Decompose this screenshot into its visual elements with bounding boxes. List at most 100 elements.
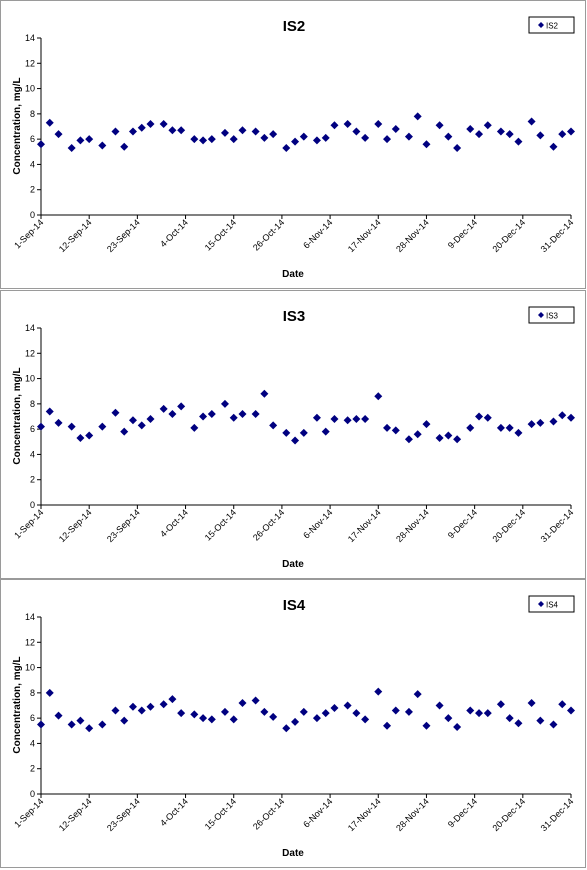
x-tick-label: 4-Oct-14	[158, 217, 190, 249]
data-point	[466, 706, 475, 715]
x-tick-label: 17-Nov-14	[346, 217, 383, 254]
y-axis-label: Concentration, mg/L	[12, 367, 23, 464]
data-point	[190, 135, 199, 144]
data-point	[453, 722, 462, 731]
y-tick-label: 2	[30, 475, 35, 485]
data-point	[207, 135, 216, 144]
data-point	[435, 433, 444, 442]
x-tick-label: 4-Oct-14	[158, 796, 190, 828]
data-point	[207, 409, 216, 418]
data-point	[45, 407, 54, 416]
data-point	[558, 700, 567, 709]
data-point	[549, 417, 558, 426]
data-point	[199, 412, 208, 421]
data-point	[98, 141, 107, 150]
y-tick-label: 0	[30, 210, 35, 220]
data-point	[238, 409, 247, 418]
data-point	[137, 706, 146, 715]
data-point	[37, 720, 45, 729]
data-point	[330, 415, 339, 424]
data-point	[269, 421, 278, 430]
data-point	[229, 135, 238, 144]
chart-panel-is3: IS3 IS3 0 2 4 6 8 10 12 14 1-Sep-14 12-Sep-14 23-Sep…	[0, 290, 586, 579]
x-tick-label: 26-Oct-14	[251, 507, 286, 542]
data-point	[475, 412, 484, 421]
y-tick-label: 6	[30, 134, 35, 144]
data-point	[453, 143, 462, 152]
data-point	[312, 413, 321, 422]
x-tick-label: 31-Dec-14	[539, 507, 576, 544]
data-point	[269, 130, 278, 139]
x-tick-label: 12-Sep-14	[57, 217, 94, 254]
data-point	[76, 136, 85, 145]
chart-panel-is4: IS4 IS4 0 2 4 6 8 10 12 14 1-Sep-14 12-Sep-14 23-Sep…	[0, 579, 586, 868]
data-point	[483, 121, 492, 130]
data-point	[111, 706, 120, 715]
data-point	[291, 436, 300, 445]
y-tick-label: 0	[30, 789, 35, 799]
data-point	[238, 698, 247, 707]
data-point	[282, 724, 291, 733]
data-point	[536, 716, 545, 725]
data-point	[137, 421, 146, 430]
data-point	[413, 112, 422, 121]
data-point	[343, 701, 352, 710]
chart-panel-is2: IS2 IS2 0 2 4 6 8 10 12 14 1-Sep-14 12-Sep-14 23-Sep…	[0, 0, 586, 289]
x-tick-label: 4-Oct-14	[158, 507, 190, 539]
data-point	[220, 707, 229, 716]
x-tick-label: 15-Oct-14	[203, 217, 238, 252]
data-point	[260, 389, 269, 398]
data-point	[159, 119, 168, 128]
data-point	[536, 131, 545, 140]
y-tick-label: 14	[25, 33, 35, 43]
data-point	[321, 709, 330, 718]
data-point	[321, 427, 330, 436]
data-point	[168, 409, 177, 418]
data-point	[496, 127, 505, 136]
data-point	[199, 136, 208, 145]
data-point	[220, 399, 229, 408]
data-point	[514, 137, 523, 146]
x-tick-label: 26-Oct-14	[251, 796, 286, 831]
data-point	[291, 717, 300, 726]
y-tick-label: 12	[25, 637, 35, 647]
data-point	[422, 140, 431, 149]
x-axis-label: Date	[282, 559, 304, 570]
y-tick-label: 12	[25, 58, 35, 68]
y-tick-label: 12	[25, 348, 35, 358]
data-point	[404, 707, 413, 716]
y-tick-label: 2	[30, 764, 35, 774]
data-point	[37, 140, 45, 149]
data-point	[168, 126, 177, 135]
data-point	[282, 428, 291, 437]
data-point	[466, 423, 475, 432]
data-point	[343, 119, 352, 128]
data-point	[505, 130, 514, 139]
data-point	[444, 431, 453, 440]
data-point	[352, 709, 361, 718]
data-point	[536, 418, 545, 427]
data-point	[483, 413, 492, 422]
data-point	[299, 132, 308, 141]
x-tick-label: 20-Dec-14	[490, 507, 527, 544]
x-tick-label: 1-Sep-14	[12, 796, 45, 829]
legend-box	[528, 306, 575, 324]
legend-label: IS4	[546, 601, 559, 610]
data-point	[269, 712, 278, 721]
x-tick-label: 12-Sep-14	[57, 796, 94, 833]
data-point	[352, 127, 361, 136]
data-point	[45, 118, 54, 127]
data-point	[137, 123, 146, 132]
data-point	[413, 430, 422, 439]
data-point	[404, 435, 413, 444]
data-point	[260, 707, 269, 716]
x-tick-label: 6-Nov-14	[301, 217, 334, 250]
data-point	[422, 721, 431, 730]
y-tick-label: 2	[30, 185, 35, 195]
x-tick-label: 20-Dec-14	[490, 217, 527, 254]
data-point	[177, 402, 186, 411]
data-point	[282, 143, 291, 152]
x-tick-label: 23-Sep-14	[105, 507, 142, 544]
y-axis-label: Concentration, mg/L	[12, 656, 23, 753]
y-tick-label: 8	[30, 399, 35, 409]
